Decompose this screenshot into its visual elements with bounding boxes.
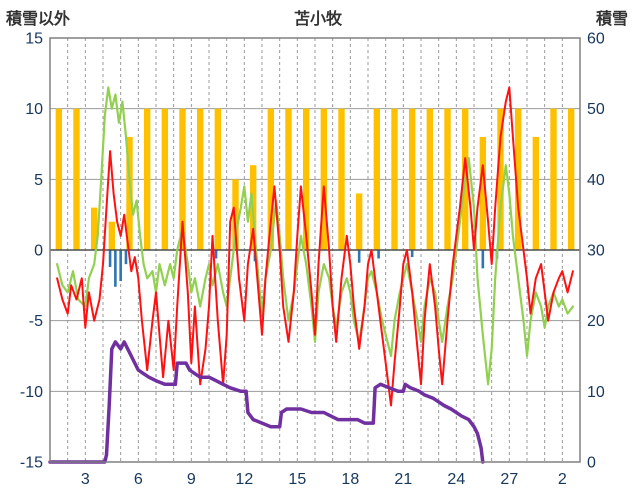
sunshine-bar: [108, 221, 116, 250]
sunshine-bar: [90, 207, 98, 250]
precipitation-bar: [377, 250, 380, 259]
right-axis-tick-label: 40: [587, 172, 605, 189]
sunshine-bar: [161, 108, 169, 251]
x-axis-tick-label: 15: [288, 471, 306, 488]
sunshine-bar: [267, 108, 275, 251]
temperature-line-green: [55, 86, 575, 386]
sunshine-bar: [408, 108, 416, 251]
sunshine-bar: [285, 108, 292, 251]
sunshine-bar: [126, 136, 133, 250]
chart-header: 積雪以外 苫小牧 積雪: [0, 5, 636, 29]
right-axis-tick-label: 10: [587, 384, 605, 401]
sunshine-bar: [302, 108, 310, 251]
x-axis-tick-label: 3: [81, 471, 90, 488]
right-axis-tick-label: 60: [587, 31, 605, 48]
snow-depth-line: [48, 340, 485, 464]
sunshine-bar: [479, 136, 487, 250]
left-axis-tick-label: 5: [34, 172, 43, 189]
sunshine-bar: [338, 108, 345, 251]
left-axis-tick-label: -5: [29, 313, 43, 330]
chart-title: 苫小牧: [293, 11, 342, 28]
x-axis-tick-label: 9: [187, 471, 196, 488]
precipitation-bar: [124, 250, 128, 265]
right-axis-tick-label: 20: [587, 313, 605, 330]
left-axis-tick-label: 15: [25, 31, 43, 48]
right-axis-tick-label: 30: [587, 243, 605, 260]
right-axis-title: 積雪: [595, 11, 628, 28]
sunshine-bar: [426, 108, 434, 251]
sunshine-bar: [391, 108, 398, 251]
sunshine-bar: [497, 108, 504, 251]
x-axis-tick-label: 21: [394, 471, 412, 488]
sunshine-bar: [55, 108, 63, 251]
sunshine-bar: [373, 108, 381, 251]
x-axis-tick-label: 24: [447, 471, 465, 488]
sunshine-bar: [214, 108, 222, 251]
x-axis-tick-label: 27: [500, 471, 518, 488]
sunshine-bar: [514, 108, 522, 251]
precipitation-bar: [410, 250, 414, 258]
precipitation-bar: [114, 250, 117, 287]
precipitation-bar: [214, 250, 218, 259]
right-axis-tick-label: 0: [587, 455, 596, 472]
left-axis-tick-label: 0: [34, 243, 43, 260]
left-axis-title: 積雪以外: [6, 11, 71, 28]
sunshine-bar: [444, 108, 451, 251]
temperature-line-red: [56, 86, 574, 407]
left-axis-tick-label: -15: [20, 455, 43, 472]
precipitation-bar: [357, 250, 361, 263]
plot-border: [49, 37, 581, 463]
sunshine-bar: [355, 193, 363, 250]
x-axis-tick-label: 2: [558, 471, 567, 488]
left-axis-tick-label: 10: [25, 101, 43, 118]
x-axis-tick-label: 12: [235, 471, 253, 488]
sunshine-bar: [550, 108, 557, 251]
precipitation-bar: [108, 250, 112, 267]
sunshine-bar: [196, 108, 204, 251]
sunshine-bar: [143, 108, 151, 251]
sunshine-bar: [179, 108, 186, 251]
sunshine-bar: [567, 108, 575, 251]
x-axis-tick-label: 18: [341, 471, 359, 488]
precipitation-bar: [481, 250, 485, 269]
right-axis-tick-label: 50: [587, 101, 605, 118]
left-axis-tick-label: -10: [20, 384, 43, 401]
sunshine-bar: [532, 136, 540, 250]
sunshine-bar: [73, 108, 80, 251]
sunshine-bar: [320, 108, 328, 251]
x-axis-tick-label: 6: [134, 471, 143, 488]
sunshine-bar: [232, 179, 239, 250]
precipitation-bar: [119, 250, 122, 282]
